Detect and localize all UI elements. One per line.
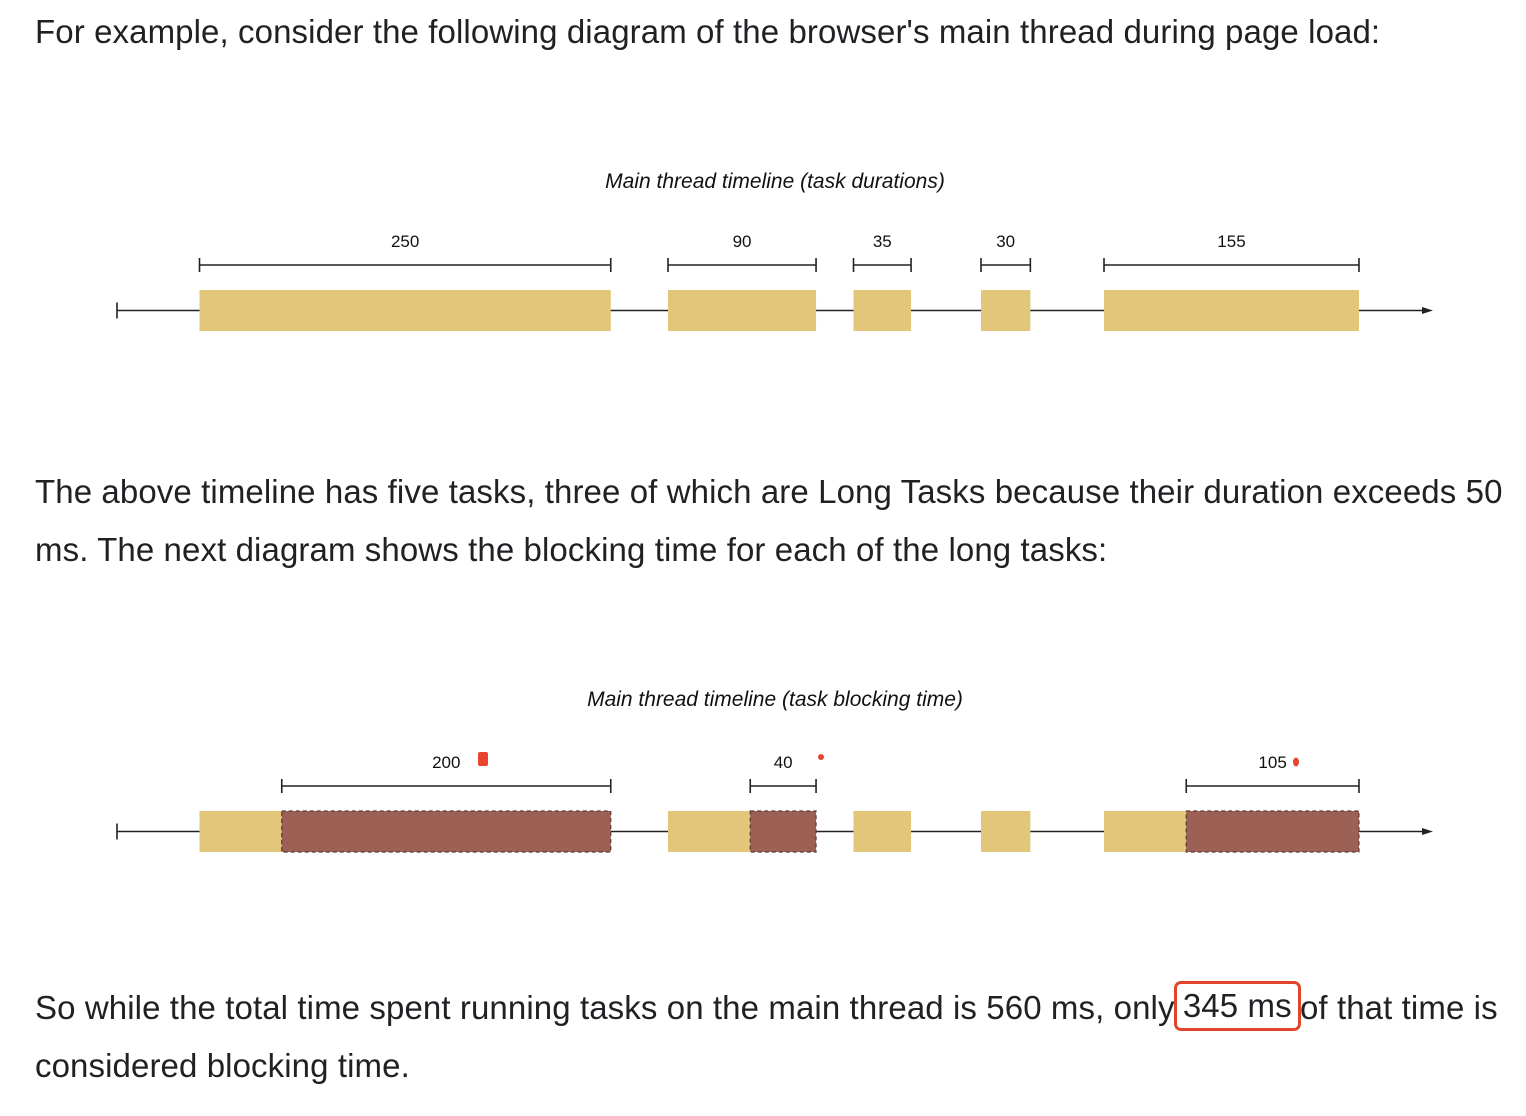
intro-paragraph: For example, consider the following diag…: [35, 13, 1381, 50]
highlighted-value: 345 ms: [1173, 981, 1301, 1031]
diagram-title: Main thread timeline (task durations): [605, 170, 945, 193]
task-blocking-diagram: Main thread timeline (task blocking time…: [0, 670, 1526, 870]
middle-paragraph: The above timeline has five tasks, three…: [35, 473, 1503, 568]
duration-label: 40: [774, 753, 793, 772]
annotation-dot-icon: [818, 754, 824, 760]
duration-label: 35: [873, 232, 892, 251]
task-blocking-svg: Main thread timeline (task blocking time…: [116, 688, 1433, 853]
duration-label: 155: [1217, 232, 1245, 251]
blocking-bar: [749, 810, 817, 853]
duration-label: 30: [996, 232, 1015, 251]
blocking-bar: [281, 810, 612, 853]
duration-label: 105: [1258, 753, 1286, 772]
duration-label: 250: [391, 232, 419, 251]
blocking-bar: [1185, 810, 1360, 853]
task-bar: [853, 290, 912, 331]
conclusion-text-after: of that time is considered blocking time…: [35, 989, 1498, 1084]
annotation-dot-icon: [1293, 757, 1299, 767]
task-bar: [668, 290, 817, 331]
task-bar: [199, 290, 611, 331]
duration-label: 200: [432, 753, 460, 772]
task-bar: [853, 811, 912, 852]
diagram-title: Main thread timeline (task blocking time…: [587, 688, 963, 711]
task-bar: [1104, 290, 1359, 331]
timeline-arrow-icon: [1422, 828, 1433, 835]
task-durations-diagram: Main thread timeline (task durations) 25…: [0, 150, 1526, 350]
conclusion-paragraph: So while the total time spent running ta…: [35, 979, 1520, 1095]
task-durations-svg: Main thread timeline (task durations) 25…: [116, 170, 1433, 331]
timeline-arrow-icon: [1422, 307, 1433, 314]
annotation-dot-icon: [478, 752, 488, 766]
task-bar: [981, 290, 1031, 331]
conclusion-text-before: So while the total time spent running ta…: [35, 989, 1184, 1026]
task-bar: [981, 811, 1031, 852]
duration-label: 90: [733, 232, 752, 251]
